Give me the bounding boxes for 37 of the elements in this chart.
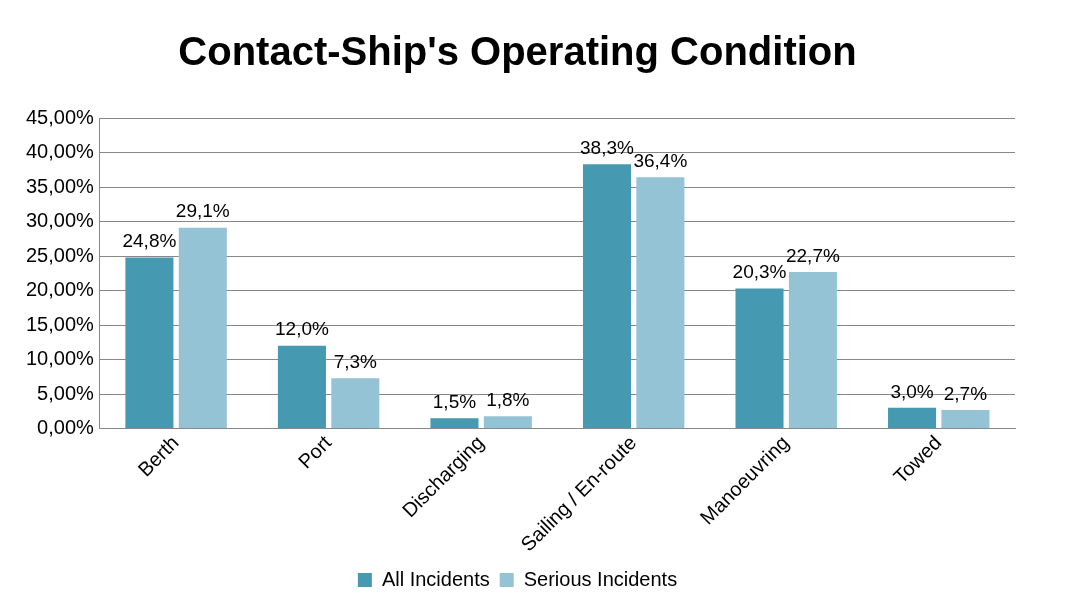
bar [636, 177, 685, 429]
legend-label: Serious Incidents [523, 567, 678, 590]
x-tick-label: Port [293, 430, 336, 473]
y-tick-label: 0,00% [37, 416, 95, 439]
bar [483, 416, 532, 429]
data-label: 12,0% [274, 318, 329, 340]
data-label: 1,8% [486, 388, 530, 410]
data-label: 7,3% [333, 350, 378, 372]
bar [277, 345, 326, 429]
data-label: 24,8% [122, 230, 177, 252]
y-tick-label: 25,00% [25, 243, 95, 266]
data-label: 22,7% [785, 244, 840, 266]
chart-title: Contact-Ship's Operating Condition [178, 29, 857, 74]
bar [735, 288, 784, 429]
data-label: 29,1% [175, 200, 230, 222]
bar [582, 164, 632, 429]
y-tick-label: 10,00% [25, 347, 95, 370]
y-tick-label: 35,00% [25, 174, 95, 197]
y-tick-label: 5,00% [37, 381, 95, 404]
bar [888, 407, 937, 429]
y-tick-label: 20,00% [25, 278, 95, 301]
data-label: 20,3% [732, 261, 787, 283]
data-label: 2,7% [943, 382, 988, 404]
y-tick-label: 45,00% [25, 105, 95, 128]
bar [941, 409, 990, 429]
bar [178, 227, 227, 429]
data-label: 1,5% [432, 390, 477, 412]
data-label: 3,0% [890, 380, 934, 402]
bar [430, 418, 479, 429]
y-tick-label: 15,00% [25, 312, 95, 335]
bar [125, 257, 174, 429]
y-tick-label: 30,00% [25, 209, 95, 232]
data-label: 36,4% [633, 150, 688, 172]
bar [788, 271, 837, 429]
bar [331, 378, 380, 429]
legend-label: All Incidents [381, 567, 490, 590]
y-tick-label: 40,00% [25, 140, 95, 163]
